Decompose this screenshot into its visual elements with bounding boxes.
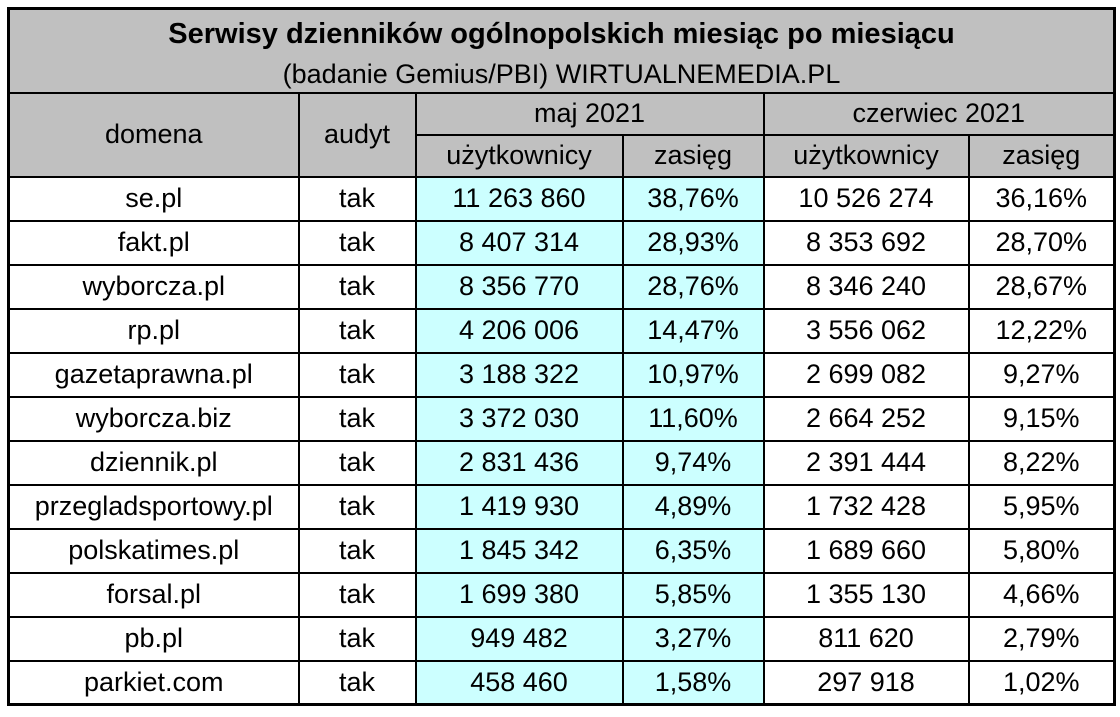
cell-may-users: 1 845 342 xyxy=(414,527,624,574)
table-row: rp.pl tak 4 206 006 14,47% 3 556 062 12,… xyxy=(7,307,1116,354)
cell-may-users: 8 356 770 xyxy=(414,263,624,310)
cell-domain: dziennik.pl xyxy=(7,439,300,486)
cell-audit: tak xyxy=(297,395,417,442)
cell-may-reach: 14,47% xyxy=(621,307,765,354)
cell-domain: pb.pl xyxy=(7,615,300,662)
table-row: dziennik.pl tak 2 831 436 9,74% 2 391 44… xyxy=(7,439,1116,486)
header-metric-row: użytkownicy zasięg użytkownicy zasięg xyxy=(9,133,1116,178)
cell-audit: tak xyxy=(297,263,417,310)
cell-may-reach: 5,85% xyxy=(621,571,765,618)
cell-audit: tak xyxy=(297,439,417,486)
cell-june-users: 297 918 xyxy=(762,659,970,706)
cell-june-reach: 4,66% xyxy=(967,571,1116,618)
cell-may-users: 2 831 436 xyxy=(414,439,624,486)
page-title: Serwisy dzienników ogólnopolskich miesią… xyxy=(168,18,955,51)
cell-may-reach: 28,93% xyxy=(621,219,765,266)
cell-domain: wyborcza.biz xyxy=(7,395,300,442)
page-subtitle: (badanie Gemius/PBI) WIRTUALNEMEDIA.PL xyxy=(282,59,841,90)
cell-may-reach: 10,97% xyxy=(621,351,765,398)
cell-may-reach: 4,89% xyxy=(621,483,765,530)
cell-june-users: 3 556 062 xyxy=(762,307,970,354)
cell-audit: tak xyxy=(297,483,417,530)
header-month-row: domena audyt maj 2021 czerwiec 2021 xyxy=(7,91,1116,178)
cell-june-users: 10 526 274 xyxy=(762,175,970,222)
cell-audit: tak xyxy=(297,307,417,354)
cell-june-reach: 5,95% xyxy=(967,483,1116,530)
cell-june-reach: 5,80% xyxy=(967,527,1116,574)
column-header-domain: domena xyxy=(7,91,300,178)
cell-june-reach: 9,15% xyxy=(967,395,1116,442)
cell-audit: tak xyxy=(297,175,417,222)
cell-may-users: 3 372 030 xyxy=(414,395,624,442)
column-header-june-users: użytkownicy xyxy=(762,133,970,178)
cell-may-users: 11 263 860 xyxy=(414,175,624,222)
cell-may-reach: 9,74% xyxy=(621,439,765,486)
cell-may-users: 3 188 322 xyxy=(414,351,624,398)
cell-may-users: 1 419 930 xyxy=(414,483,624,530)
cell-may-reach: 3,27% xyxy=(621,615,765,662)
cell-may-users: 8 407 314 xyxy=(414,219,624,266)
cell-june-reach: 36,16% xyxy=(967,175,1116,222)
cell-may-reach: 28,76% xyxy=(621,263,765,310)
cell-domain: przegladsportowy.pl xyxy=(7,483,300,530)
cell-june-users: 2 699 082 xyxy=(762,351,970,398)
cell-june-users: 2 391 444 xyxy=(762,439,970,486)
cell-domain: forsal.pl xyxy=(7,571,300,618)
cell-june-reach: 1,02% xyxy=(967,659,1116,706)
cell-may-reach: 1,58% xyxy=(621,659,765,706)
column-header-may-reach: zasięg xyxy=(621,133,765,178)
table-row: przegladsportowy.pl tak 1 419 930 4,89% … xyxy=(7,483,1116,530)
cell-audit: tak xyxy=(297,659,417,706)
table-row: parkiet.com tak 458 460 1,58% 297 918 1,… xyxy=(7,659,1116,706)
cell-june-reach: 28,67% xyxy=(967,263,1116,310)
cell-may-users: 1 699 380 xyxy=(414,571,624,618)
cell-may-users: 949 482 xyxy=(414,615,624,662)
cell-audit: tak xyxy=(297,615,417,662)
cell-domain: parkiet.com xyxy=(7,659,300,706)
column-header-may-2021: maj 2021 xyxy=(414,91,765,136)
cell-june-users: 811 620 xyxy=(762,615,970,662)
cell-may-users: 4 206 006 xyxy=(414,307,624,354)
monthly-stats-table: Serwisy dzienników ogólnopolskich miesią… xyxy=(7,7,1117,706)
cell-june-users: 1 689 660 xyxy=(762,527,970,574)
cell-domain: polskatimes.pl xyxy=(7,527,300,574)
cell-may-reach: 38,76% xyxy=(621,175,765,222)
table-row: fakt.pl tak 8 407 314 28,93% 8 353 692 2… xyxy=(7,219,1116,266)
cell-domain: wyborcza.pl xyxy=(7,263,300,310)
cell-domain: fakt.pl xyxy=(7,219,300,266)
cell-june-users: 1 355 130 xyxy=(762,571,970,618)
table-row: gazetaprawna.pl tak 3 188 322 10,97% 2 6… xyxy=(7,351,1116,398)
table-row: wyborcza.biz tak 3 372 030 11,60% 2 664 … xyxy=(7,395,1116,442)
column-header-may-users: użytkownicy xyxy=(414,133,624,178)
cell-may-users: 458 460 xyxy=(414,659,624,706)
cell-audit: tak xyxy=(297,571,417,618)
cell-june-reach: 2,79% xyxy=(967,615,1116,662)
cell-audit: tak xyxy=(297,219,417,266)
column-header-audit: audyt xyxy=(297,91,417,178)
cell-domain: rp.pl xyxy=(7,307,300,354)
cell-audit: tak xyxy=(297,527,417,574)
table-row: forsal.pl tak 1 699 380 5,85% 1 355 130 … xyxy=(7,571,1116,618)
cell-june-reach: 12,22% xyxy=(967,307,1116,354)
column-header-june-reach: zasięg xyxy=(967,133,1116,178)
cell-may-reach: 6,35% xyxy=(621,527,765,574)
cell-june-reach: 8,22% xyxy=(967,439,1116,486)
cell-june-reach: 9,27% xyxy=(967,351,1116,398)
cell-june-users: 8 346 240 xyxy=(762,263,970,310)
table-row: pb.pl tak 949 482 3,27% 811 620 2,79% xyxy=(7,615,1116,662)
title-cell: Serwisy dzienników ogólnopolskich miesią… xyxy=(7,7,1116,94)
table-row: polskatimes.pl tak 1 845 342 6,35% 1 689… xyxy=(7,527,1116,574)
cell-june-users: 8 353 692 xyxy=(762,219,970,266)
cell-june-reach: 28,70% xyxy=(967,219,1116,266)
cell-domain: gazetaprawna.pl xyxy=(7,351,300,398)
cell-audit: tak xyxy=(297,351,417,398)
table-row: wyborcza.pl tak 8 356 770 28,76% 8 346 2… xyxy=(7,263,1116,310)
column-header-june-2021: czerwiec 2021 xyxy=(762,91,1116,136)
cell-june-users: 1 732 428 xyxy=(762,483,970,530)
table-row: se.pl tak 11 263 860 38,76% 10 526 274 3… xyxy=(7,175,1116,222)
cell-june-users: 2 664 252 xyxy=(762,395,970,442)
title-row: Serwisy dzienników ogólnopolskich miesią… xyxy=(7,7,1116,94)
cell-may-reach: 11,60% xyxy=(621,395,765,442)
cell-domain: se.pl xyxy=(7,175,300,222)
